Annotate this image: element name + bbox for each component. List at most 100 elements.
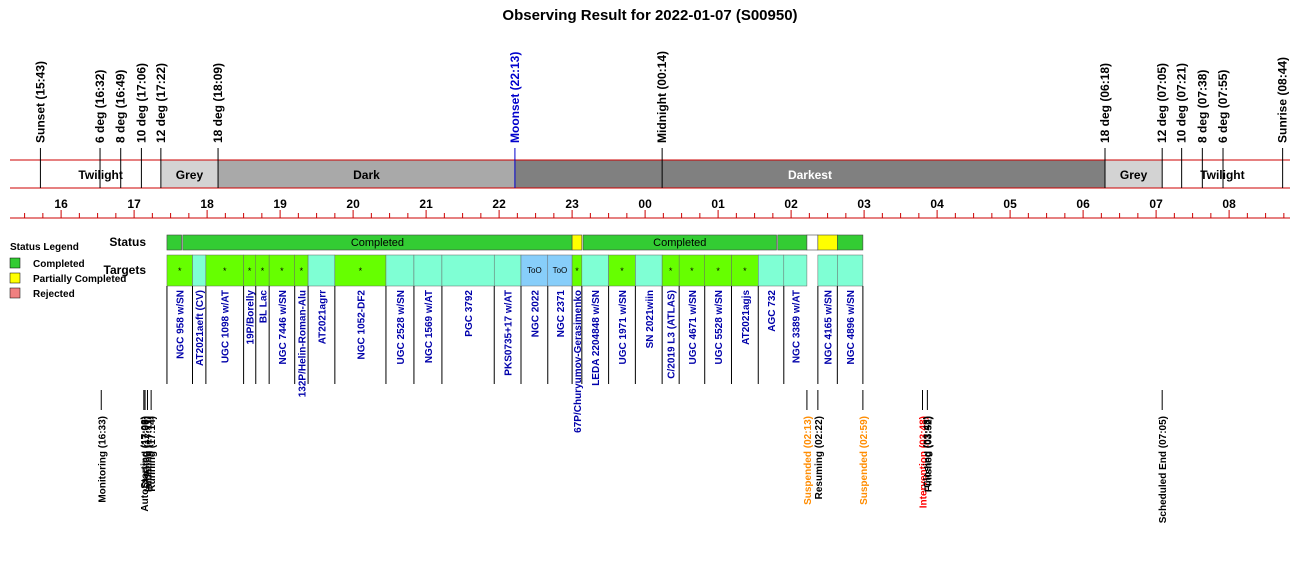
target-mark: * bbox=[620, 266, 624, 276]
legend-swatch-completed bbox=[9, 257, 21, 269]
target-label: UGC 4671 w/SN bbox=[688, 290, 699, 364]
target-mark: * bbox=[248, 266, 252, 276]
hour-tick-label: 08 bbox=[1222, 197, 1236, 211]
target-mark: * bbox=[359, 266, 363, 276]
target-label: SN 2021wiin bbox=[645, 290, 656, 348]
sky-event-markers: Sunset (15:43) 6 deg (16:32) 8 deg (16:49)… bbox=[33, 51, 1290, 188]
target-block bbox=[268, 254, 295, 287]
sky-phase-twilight-0 bbox=[40, 160, 161, 188]
sky-event-label: 18 deg (18:09) bbox=[211, 63, 225, 143]
target-mark: * bbox=[223, 266, 227, 276]
target-label: AT2021agrr bbox=[317, 290, 328, 344]
target-block bbox=[783, 254, 808, 287]
target-label: PKS0735+17 w/AT bbox=[504, 290, 515, 376]
hour-tick-label: 00 bbox=[638, 197, 652, 211]
target-mark: * bbox=[178, 266, 182, 276]
hour-tick-label: 20 bbox=[346, 197, 360, 211]
target-block bbox=[166, 254, 193, 287]
target-block bbox=[817, 254, 838, 287]
hour-tick-label: 05 bbox=[1003, 197, 1017, 211]
target-mark: * bbox=[669, 266, 673, 276]
sky-event-label: 18 deg (06:18) bbox=[1098, 63, 1112, 143]
target-block bbox=[731, 254, 759, 287]
target-label: NGC 4896 w/SN bbox=[846, 290, 857, 364]
legend-item-label: Partially Completed bbox=[33, 274, 126, 285]
status-block bbox=[582, 234, 777, 251]
sky-event-label: 10 deg (17:06) bbox=[134, 63, 148, 143]
target-mark: * bbox=[280, 266, 284, 276]
target-label: PGC 3792 bbox=[464, 290, 475, 337]
hour-tick-label: 06 bbox=[1076, 197, 1090, 211]
sky-phase-grey-4 bbox=[1105, 160, 1163, 188]
hour-tick-label: 01 bbox=[711, 197, 725, 211]
system-event-label: Monitoring (16:33) bbox=[97, 416, 108, 503]
target-block bbox=[547, 254, 573, 287]
hour-tick-label: 16 bbox=[54, 197, 68, 211]
hour-tick-label: 23 bbox=[565, 197, 579, 211]
hour-tick-label: 18 bbox=[200, 197, 214, 211]
target-label: 67P/Churyumov-Gerasimenko bbox=[573, 290, 584, 433]
sky-event-label: Sunrise (08:44) bbox=[1276, 57, 1290, 143]
system-event-label: Intervention (03:48) bbox=[919, 416, 930, 508]
status-block bbox=[817, 234, 838, 251]
sky-event-label: 12 deg (17:22) bbox=[154, 63, 168, 143]
system-event-label: Suspended (02:13) bbox=[803, 416, 814, 505]
target-label: UGC 5528 w/SN bbox=[714, 290, 725, 364]
sky-phase-label: Twilight bbox=[1200, 168, 1244, 182]
status-legend: Status Legend Completed Partially Complet… bbox=[9, 242, 126, 300]
target-mark: * bbox=[743, 266, 747, 276]
sky-event-label: Moonset (22:13) bbox=[508, 52, 522, 143]
system-event-markers: Monitoring (16:33) AutoStarting (17:08)Cr… bbox=[97, 390, 1169, 523]
target-mark: * bbox=[575, 266, 579, 276]
target-block bbox=[493, 254, 522, 287]
status-block-label: Completed bbox=[653, 237, 706, 249]
target-mark: ToO bbox=[527, 266, 542, 275]
sky-phase-label: Darkest bbox=[788, 168, 832, 182]
target-label: NGC 1052-DF2 bbox=[356, 290, 367, 360]
system-event-label: Initiating (17:11) bbox=[143, 416, 154, 492]
target-label: NGC 2371 bbox=[556, 290, 567, 338]
target-mark: * bbox=[716, 266, 720, 276]
status-block bbox=[837, 234, 864, 251]
target-block bbox=[192, 254, 207, 287]
legend-swatch-rejected bbox=[9, 287, 21, 299]
system-event-label: Resuming (02:22) bbox=[814, 416, 825, 499]
hour-tick-label: 22 bbox=[492, 197, 506, 211]
target-label: 19P/Borelly bbox=[246, 290, 257, 345]
hour-tick-label: 07 bbox=[1149, 197, 1163, 211]
target-block bbox=[205, 254, 244, 287]
target-block bbox=[837, 254, 864, 287]
sky-phase-grey-1 bbox=[160, 160, 219, 188]
target-label: NGC 2022 bbox=[530, 290, 541, 338]
sky-phase-twilight-5 bbox=[1162, 160, 1283, 188]
target-block bbox=[413, 254, 443, 287]
sky-phase-label: Twilight bbox=[78, 168, 122, 182]
target-mark: * bbox=[300, 266, 304, 276]
target-block bbox=[441, 254, 495, 287]
chart-title: Observing Result for 2022-01-07 (S00950) bbox=[502, 7, 797, 24]
target-block bbox=[385, 254, 415, 287]
target-label: LEDA 2204848 w/SN bbox=[591, 290, 602, 386]
target-label: NGC 958 w/SN bbox=[176, 290, 187, 359]
hour-axis: 16 17 18 19 20 21 22 23 00 01 02 03 04 05 06 07 08 bbox=[10, 197, 1290, 219]
hour-tick-label: 02 bbox=[784, 197, 798, 211]
target-label: C/2019 L3 (ATLAS) bbox=[667, 290, 678, 379]
system-event-label: Finished (03:52) bbox=[923, 416, 934, 492]
sky-phase-band: Twilight Grey Dark Darkest Grey Twilight bbox=[10, 159, 1290, 189]
sky-event-label: 6 deg (16:32) bbox=[93, 70, 107, 143]
target-label: NGC 4165 w/SN bbox=[824, 290, 835, 364]
target-block bbox=[581, 254, 609, 287]
system-event-label: Created (17:09) bbox=[141, 416, 152, 488]
target-mark: * bbox=[690, 266, 694, 276]
target-mark: * bbox=[261, 266, 265, 276]
legend-items: Completed Partially Completed Rejected bbox=[9, 257, 126, 300]
sky-event-label: 8 deg (16:49) bbox=[114, 70, 128, 143]
status-block bbox=[571, 234, 583, 251]
sky-event-label: 6 deg (07:55) bbox=[1216, 70, 1230, 143]
sky-event-label: Midnight (00:14) bbox=[655, 51, 669, 143]
legend-title: Status Legend bbox=[10, 242, 79, 253]
sky-event-label: 10 deg (07:21) bbox=[1175, 63, 1189, 143]
status-block bbox=[806, 234, 819, 251]
sky-phase-label: Dark bbox=[353, 168, 380, 182]
